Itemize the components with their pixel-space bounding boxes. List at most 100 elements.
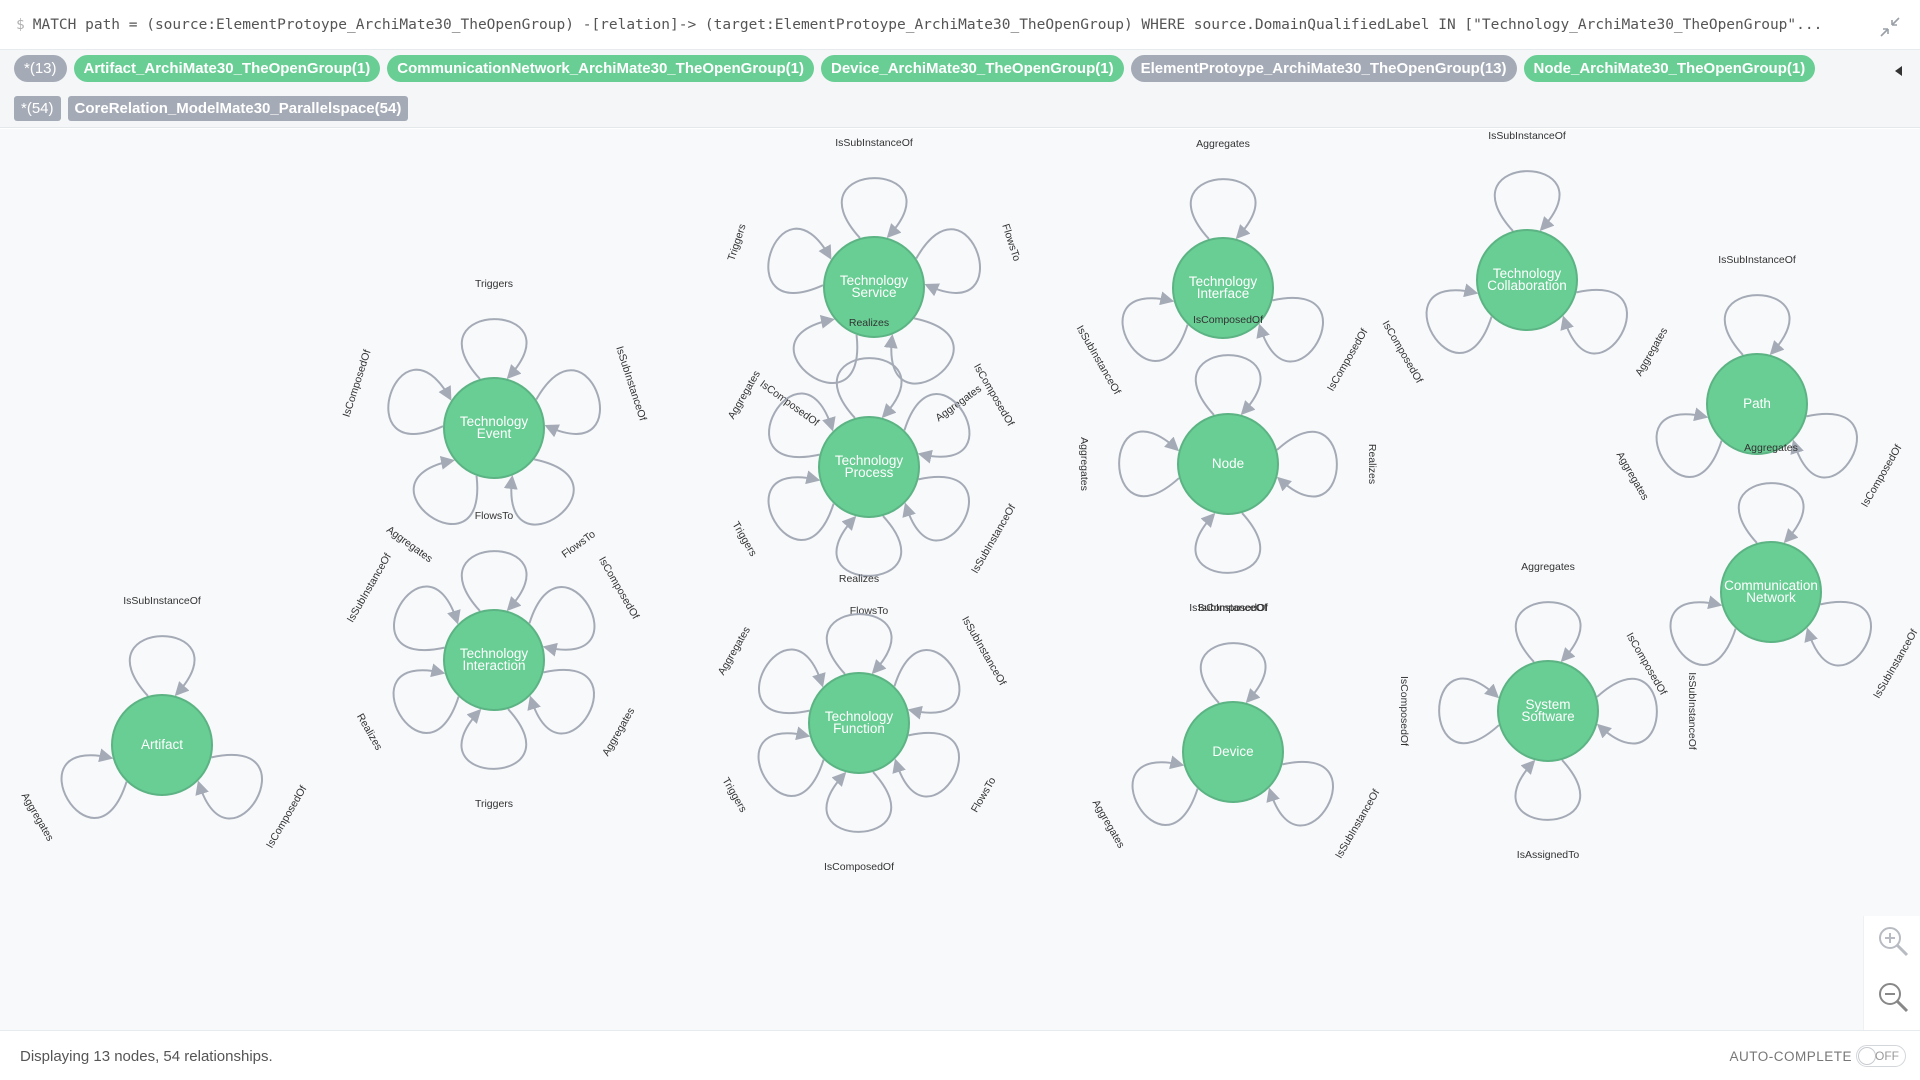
graph-node-group[interactable]: IsComposedOf Realizes IsSubInstanceOf Aggre… bbox=[1078, 314, 1378, 614]
graph-node-group[interactable]: FlowsToIsComposedOfAggregatesTriggersRea… bbox=[345, 510, 642, 810]
relationship-loop[interactable] bbox=[768, 392, 836, 458]
graph-node-label: Process bbox=[845, 465, 894, 480]
relationship-loop[interactable] bbox=[757, 726, 825, 797]
relationship-loop[interactable] bbox=[392, 663, 460, 734]
relationship-loop[interactable] bbox=[792, 314, 859, 384]
relationship-loop[interactable] bbox=[1514, 759, 1582, 821]
relationship-label: IsComposedOf bbox=[758, 378, 822, 429]
relationship-loop[interactable] bbox=[128, 635, 196, 697]
query-text[interactable]: MATCH path = (source:ElementProtoype_Arc… bbox=[32, 17, 1823, 33]
relationship-loop[interactable] bbox=[1790, 413, 1858, 479]
relationship-loop[interactable] bbox=[883, 317, 955, 385]
relationship-loop[interactable] bbox=[1737, 482, 1805, 544]
relationship-loop[interactable] bbox=[1194, 512, 1262, 574]
relationship-loop[interactable] bbox=[1194, 354, 1262, 416]
legend-label-pill[interactable]: Node_ArchiMate30_TheOpenGroup(1) bbox=[1523, 55, 1816, 82]
graph-node-circle[interactable] bbox=[1172, 237, 1274, 339]
relationship-loop[interactable] bbox=[835, 357, 903, 419]
relationship-loop[interactable] bbox=[460, 318, 528, 380]
query-bar[interactable]: $ MATCH path = (source:ElementProtoype_Ar… bbox=[0, 0, 1920, 50]
relationship-loop[interactable] bbox=[825, 613, 893, 675]
graph-svg[interactable]: IsSubInstanceOfFlowsToAggregatesIsCompos… bbox=[0, 129, 1920, 1030]
graph-node-group[interactable]: Aggregates IsSubInstanceOf IsAssignedTo IsC… bbox=[1398, 561, 1698, 861]
zoom-panel bbox=[1863, 916, 1920, 1032]
relationship-loop[interactable] bbox=[503, 458, 575, 526]
relationship-loop[interactable] bbox=[1425, 283, 1493, 354]
relationship-loop[interactable] bbox=[60, 748, 128, 819]
graph-node-circle[interactable] bbox=[443, 377, 545, 479]
relationship-loop[interactable] bbox=[460, 708, 528, 770]
graph-node-circle[interactable] bbox=[111, 694, 213, 796]
relationship-loop[interactable] bbox=[903, 393, 971, 464]
relationship-loop[interactable] bbox=[1723, 294, 1791, 356]
relationship-loop[interactable] bbox=[1655, 407, 1723, 478]
relationship-loop[interactable] bbox=[527, 669, 595, 735]
graph-node-group[interactable]: TriggersIsSubInstanceOfFlowsToAggregates… bbox=[341, 278, 649, 565]
zoom-out-icon[interactable] bbox=[1876, 980, 1910, 1014]
relationship-loop[interactable] bbox=[915, 228, 981, 297]
graph-node-group[interactable]: IsSubInstanceOf IsComposedOf Aggregates Pat… bbox=[1614, 254, 1905, 509]
relationship-loop[interactable] bbox=[393, 585, 461, 651]
relationship-loop[interactable] bbox=[1189, 178, 1257, 240]
relationship-loop[interactable] bbox=[767, 470, 835, 541]
graph-node-circle[interactable] bbox=[1177, 413, 1279, 515]
legend-relationship-tag[interactable]: *(54) bbox=[14, 96, 61, 121]
graph-node-circle[interactable] bbox=[1182, 701, 1284, 803]
graph-node-circle[interactable] bbox=[823, 236, 925, 338]
relationship-loop[interactable] bbox=[840, 177, 908, 239]
legend-label-pill[interactable]: ElementProtoype_ArchiMate30_TheOpenGroup… bbox=[1130, 55, 1517, 82]
relationship-loop[interactable] bbox=[835, 515, 903, 577]
relationship-loop[interactable] bbox=[1560, 289, 1628, 355]
relationship-loop[interactable] bbox=[1804, 601, 1872, 667]
relationship-loop[interactable] bbox=[1121, 291, 1189, 362]
relationship-loop[interactable] bbox=[1199, 642, 1267, 704]
legend-label-pill[interactable]: Artifact_ArchiMate30_TheOpenGroup(1) bbox=[73, 55, 381, 82]
graph-node-circle[interactable] bbox=[1720, 541, 1822, 643]
graph-node-circle[interactable] bbox=[1706, 353, 1808, 455]
relationship-loop[interactable] bbox=[535, 369, 601, 438]
legend-label-pill[interactable]: *(13) bbox=[14, 55, 67, 82]
graph-node-circle[interactable] bbox=[808, 672, 910, 774]
legend-label-pill[interactable]: CommunicationNetwork_ArchiMate30_TheOpen… bbox=[387, 55, 814, 82]
relationship-loop[interactable] bbox=[892, 732, 960, 798]
relationship-label: IsAssignedTo bbox=[1517, 849, 1580, 861]
graph-node-group[interactable]: IsSubInstanceOf Aggregates IsComposedOf Tec… bbox=[1380, 130, 1671, 385]
graph-node-circle[interactable] bbox=[1497, 660, 1599, 762]
relationship-loop[interactable] bbox=[893, 649, 961, 720]
relationship-loop[interactable] bbox=[1266, 761, 1334, 827]
relationship-loop[interactable] bbox=[412, 455, 479, 525]
graph-node-group[interactable]: IsComposedOfIsSubInstanceOfAggregatesDev… bbox=[1090, 602, 1383, 861]
relationship-loop[interactable] bbox=[758, 648, 826, 714]
relationship-loop[interactable] bbox=[1438, 677, 1500, 745]
relationship-loop[interactable] bbox=[1256, 297, 1324, 363]
graph-node-group[interactable]: Realizes IsSubInstanceOf FlowsTo IsComposed… bbox=[716, 573, 1009, 873]
relationship-loop[interactable] bbox=[1118, 430, 1180, 498]
relationship-loop[interactable] bbox=[1596, 677, 1658, 745]
relationship-loop[interactable] bbox=[1514, 601, 1582, 663]
graph-node-circle[interactable] bbox=[1476, 229, 1578, 331]
relationship-loop[interactable] bbox=[195, 754, 263, 820]
graph-node-circle[interactable] bbox=[818, 416, 920, 518]
relationship-loop[interactable] bbox=[460, 550, 528, 612]
graph-node-group[interactable]: IsSubInstanceOf IsComposedOf Aggregates Art… bbox=[19, 595, 310, 850]
collapse-icon[interactable] bbox=[1878, 15, 1902, 39]
relationship-loop[interactable] bbox=[1276, 430, 1338, 498]
zoom-in-icon[interactable] bbox=[1876, 924, 1910, 958]
graph-node-group[interactable]: IsSubInstanceOfFlowsToAggregatesIsCompos… bbox=[725, 137, 1022, 429]
relationship-loop[interactable] bbox=[1131, 755, 1199, 826]
relationship-loop[interactable] bbox=[825, 771, 893, 833]
relationship-loop[interactable] bbox=[902, 476, 970, 542]
legend-relationship-tag[interactable]: CoreRelation_ModelMate30_Parallelspace(5… bbox=[67, 96, 409, 121]
relationship-loop[interactable] bbox=[1669, 595, 1737, 666]
relationship-loop[interactable] bbox=[767, 227, 832, 294]
autocomplete-toggle[interactable]: OFF bbox=[1856, 1045, 1906, 1067]
graph-canvas[interactable]: IsSubInstanceOf FlowsTo Aggregates IsCompos… bbox=[0, 129, 1920, 1030]
graph-node-circle[interactable] bbox=[443, 609, 545, 711]
graph-node-group[interactable]: Aggregates IsComposedOf IsSubInstanceOf Tec… bbox=[1074, 138, 1371, 397]
legend-label-pill[interactable]: Device_ArchiMate30_TheOpenGroup(1) bbox=[820, 55, 1124, 82]
relationship-loop[interactable] bbox=[528, 586, 596, 657]
legend-collapse-triangle-icon[interactable] bbox=[1892, 64, 1906, 78]
relationship-loop[interactable] bbox=[387, 368, 452, 435]
relationship-loop[interactable] bbox=[1493, 170, 1561, 232]
graph-node-group[interactable]: RealizesIsComposedOfIsSubInstanceOfFlows… bbox=[726, 317, 1019, 617]
